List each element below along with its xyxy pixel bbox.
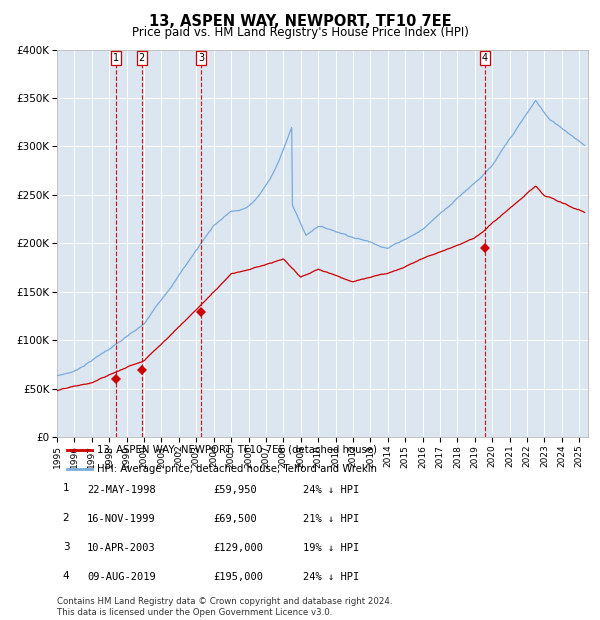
Text: 09-AUG-2019: 09-AUG-2019 [87,572,156,582]
Text: 1: 1 [113,53,119,63]
Text: 13, ASPEN WAY, NEWPORT, TF10 7EE: 13, ASPEN WAY, NEWPORT, TF10 7EE [149,14,451,29]
Text: 10-APR-2003: 10-APR-2003 [87,543,156,553]
Text: Contains HM Land Registry data © Crown copyright and database right 2024.
This d: Contains HM Land Registry data © Crown c… [57,598,392,617]
Text: 3: 3 [62,542,70,552]
Text: 22-MAY-1998: 22-MAY-1998 [87,485,156,495]
Text: 4: 4 [482,53,488,63]
Text: £195,000: £195,000 [213,572,263,582]
Text: Price paid vs. HM Land Registry's House Price Index (HPI): Price paid vs. HM Land Registry's House … [131,26,469,39]
Text: 19% ↓ HPI: 19% ↓ HPI [303,543,359,553]
Text: 21% ↓ HPI: 21% ↓ HPI [303,514,359,524]
Text: £59,950: £59,950 [213,485,257,495]
Text: £129,000: £129,000 [213,543,263,553]
Text: 24% ↓ HPI: 24% ↓ HPI [303,485,359,495]
Text: 16-NOV-1999: 16-NOV-1999 [87,514,156,524]
Text: 1: 1 [62,484,70,494]
Text: 2: 2 [62,513,70,523]
Text: 24% ↓ HPI: 24% ↓ HPI [303,572,359,582]
Text: £69,500: £69,500 [213,514,257,524]
Text: 2: 2 [139,53,145,63]
Text: HPI: Average price, detached house, Telford and Wrekin: HPI: Average price, detached house, Telf… [97,464,377,474]
Text: 13, ASPEN WAY, NEWPORT, TF10 7EE (detached house): 13, ASPEN WAY, NEWPORT, TF10 7EE (detach… [97,445,377,454]
Text: 3: 3 [198,53,204,63]
Text: 4: 4 [62,571,70,581]
